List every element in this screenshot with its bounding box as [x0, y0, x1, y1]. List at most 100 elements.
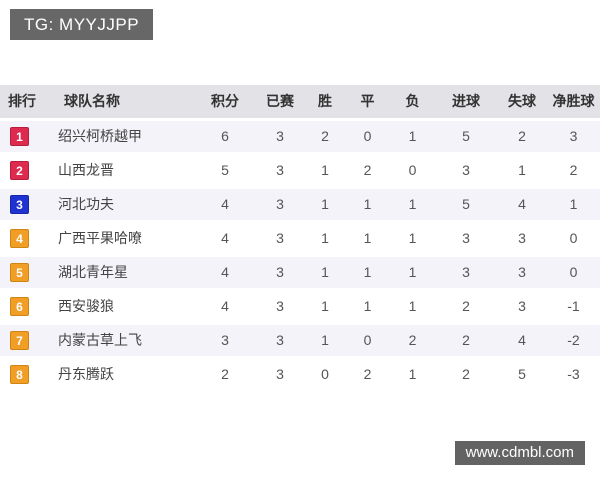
- table-row: 3 河北功夫 4 3 1 1 1 5 4 1: [0, 185, 600, 223]
- played-cell: 3: [255, 117, 305, 155]
- rank-badge: 5: [10, 262, 29, 282]
- played-cell: 3: [255, 355, 305, 393]
- played-cell: 3: [255, 151, 305, 189]
- rank-cell: 7: [0, 321, 48, 359]
- rank-cell: 8: [0, 355, 48, 393]
- goals-for-cell: 2: [435, 321, 497, 359]
- team-cell: 山西龙晋: [48, 151, 195, 189]
- goals-against-cell: 3: [497, 253, 547, 291]
- team-cell: 绍兴柯桥越甲: [48, 117, 195, 155]
- rank-badge: 3: [10, 194, 29, 214]
- header-draw: 平: [345, 85, 390, 119]
- header-goal-diff: 净胜球: [547, 85, 600, 119]
- draw-cell: 0: [345, 117, 390, 155]
- loss-cell: 1: [390, 117, 435, 155]
- loss-cell: 1: [390, 253, 435, 291]
- rank-cell: 6: [0, 287, 48, 325]
- points-cell: 4: [195, 287, 255, 325]
- header-goals-for: 进球: [435, 85, 497, 119]
- team-cell: 丹东腾跃: [48, 355, 195, 393]
- played-cell: 3: [255, 219, 305, 257]
- points-cell: 4: [195, 253, 255, 291]
- goal-diff-cell: -2: [547, 321, 600, 359]
- draw-cell: 1: [345, 219, 390, 257]
- table-body: 1 绍兴柯桥越甲 6 3 2 0 1 5 2 3 2 山西龙晋 5 3 1 2 0 3 1 2 3 河北功夫 4 3 1 1 1 5 4…: [0, 117, 600, 393]
- draw-cell: 1: [345, 253, 390, 291]
- rank-badge: 8: [10, 364, 29, 384]
- table-row: 2 山西龙晋 5 3 1 2 0 3 1 2: [0, 151, 600, 189]
- header-win: 胜: [305, 85, 345, 119]
- team-cell: 河北功夫: [48, 185, 195, 223]
- table-row: 6 西安骏狼 4 3 1 1 1 2 3 -1: [0, 287, 600, 325]
- played-cell: 3: [255, 321, 305, 359]
- header-points: 积分: [195, 85, 255, 119]
- table-row: 4 广西平果哈嘹 4 3 1 1 1 3 3 0: [0, 219, 600, 257]
- win-cell: 1: [305, 151, 345, 189]
- team-cell: 内蒙古草上飞: [48, 321, 195, 359]
- win-cell: 1: [305, 185, 345, 223]
- team-cell: 广西平果哈嘹: [48, 219, 195, 257]
- points-cell: 3: [195, 321, 255, 359]
- rank-cell: 4: [0, 219, 48, 257]
- website-watermark-badge: www.cdmbl.com: [454, 441, 585, 465]
- points-cell: 4: [195, 185, 255, 223]
- goals-for-cell: 5: [435, 185, 497, 223]
- goals-for-cell: 2: [435, 287, 497, 325]
- goals-for-cell: 3: [435, 219, 497, 257]
- goals-against-cell: 4: [497, 321, 547, 359]
- points-cell: 5: [195, 151, 255, 189]
- rank-cell: 3: [0, 185, 48, 223]
- points-cell: 6: [195, 117, 255, 155]
- win-cell: 1: [305, 321, 345, 359]
- goal-diff-cell: 2: [547, 151, 600, 189]
- goal-diff-cell: 1: [547, 185, 600, 223]
- played-cell: 3: [255, 185, 305, 223]
- rank-badge: 4: [10, 228, 29, 248]
- draw-cell: 1: [345, 185, 390, 223]
- goals-against-cell: 4: [497, 185, 547, 223]
- rank-badge: 7: [10, 330, 29, 350]
- team-cell: 湖北青年星: [48, 253, 195, 291]
- goals-against-cell: 5: [497, 355, 547, 393]
- win-cell: 1: [305, 287, 345, 325]
- table-row: 5 湖北青年星 4 3 1 1 1 3 3 0: [0, 253, 600, 291]
- header-rank: 排行: [0, 85, 48, 119]
- win-cell: 0: [305, 355, 345, 393]
- goals-for-cell: 3: [435, 151, 497, 189]
- team-cell: 西安骏狼: [48, 287, 195, 325]
- played-cell: 3: [255, 253, 305, 291]
- goal-diff-cell: -1: [547, 287, 600, 325]
- header-team: 球队名称: [48, 85, 195, 119]
- rank-badge: 6: [10, 296, 29, 316]
- draw-cell: 0: [345, 321, 390, 359]
- goals-against-cell: 2: [497, 117, 547, 155]
- win-cell: 2: [305, 117, 345, 155]
- goals-against-cell: 3: [497, 219, 547, 257]
- rank-cell: 5: [0, 253, 48, 291]
- rank-cell: 2: [0, 151, 48, 189]
- draw-cell: 2: [345, 355, 390, 393]
- table-header: 排行 球队名称 积分 已赛胜平负进球 失球 净胜球: [0, 85, 600, 119]
- goals-against-cell: 1: [497, 151, 547, 189]
- goals-against-cell: 3: [497, 287, 547, 325]
- goal-diff-cell: 3: [547, 117, 600, 155]
- win-cell: 1: [305, 219, 345, 257]
- table-row: 8 丹东腾跃 2 3 0 2 1 2 5 -3: [0, 355, 600, 393]
- draw-cell: 1: [345, 287, 390, 325]
- rank-badge: 2: [10, 160, 29, 180]
- table-row: 1 绍兴柯桥越甲 6 3 2 0 1 5 2 3: [0, 117, 600, 155]
- rank-cell: 1: [0, 117, 48, 155]
- loss-cell: 2: [390, 321, 435, 359]
- loss-cell: 0: [390, 151, 435, 189]
- played-cell: 3: [255, 287, 305, 325]
- loss-cell: 1: [390, 185, 435, 223]
- goal-diff-cell: -3: [547, 355, 600, 393]
- table-row: 7 内蒙古草上飞 3 3 1 0 2 2 4 -2: [0, 321, 600, 359]
- standings-table: 排行 球队名称 积分 已赛胜平负进球 失球 净胜球 1 绍兴柯桥越甲 6 3 2 0 1 5 2 3 2 山西龙…: [0, 85, 600, 393]
- win-cell: 1: [305, 253, 345, 291]
- header-loss: 负: [390, 85, 435, 119]
- goals-for-cell: 2: [435, 355, 497, 393]
- goal-diff-cell: 0: [547, 253, 600, 291]
- points-cell: 2: [195, 355, 255, 393]
- table-header-row: 排行 球队名称 积分 已赛胜平负进球 失球 净胜球: [0, 85, 600, 119]
